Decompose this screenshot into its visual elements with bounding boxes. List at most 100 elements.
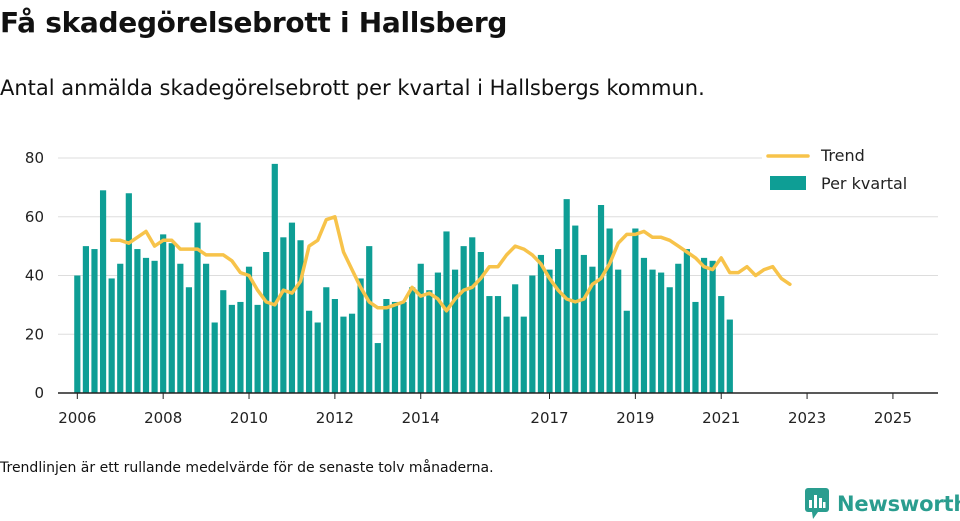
y-tick-label: 20: [25, 325, 44, 343]
bar: [675, 263, 682, 393]
bar: [306, 310, 313, 393]
bar: [537, 254, 545, 393]
bar: [434, 272, 441, 393]
bar: [606, 228, 613, 393]
bar: [486, 296, 493, 393]
bar: [658, 272, 665, 393]
x-tick-label: 2017: [530, 409, 568, 427]
bar-chart-speech-bubble-icon: [805, 488, 829, 519]
chart-area: 0 20 40 60 80 2006 2008 2010 2012 2014 2017 2019 202…: [25, 142, 938, 427]
bar: [589, 266, 596, 393]
x-tick-label: 2019: [616, 409, 654, 427]
bar: [666, 287, 673, 393]
x-tick-label: 2025: [874, 409, 912, 427]
chart-title: Få skadegörelsebrott i Hallsberg: [0, 6, 508, 39]
bar: [125, 193, 132, 393]
bar: [74, 275, 81, 393]
bar: [623, 310, 630, 393]
bar: [366, 246, 373, 393]
bar: [555, 249, 562, 393]
x-tick-label: 2008: [144, 409, 182, 427]
legend: Trend Per kvartal: [762, 142, 938, 198]
bar: [220, 290, 227, 393]
bar: [340, 316, 347, 393]
bar: [237, 301, 244, 393]
bar: [477, 252, 484, 393]
bar: [194, 222, 201, 393]
bar: [348, 313, 356, 393]
y-tick-label: 40: [25, 267, 44, 285]
legend-label-trend: Trend: [820, 146, 865, 165]
bar: [323, 287, 330, 393]
bar: [597, 205, 605, 393]
bar: [82, 246, 89, 393]
legend-label-per-kvartal: Per kvartal: [821, 174, 907, 193]
bar: [391, 301, 399, 393]
bar: [245, 266, 253, 393]
bar: [357, 278, 364, 393]
bar: [649, 269, 656, 393]
bar: [185, 287, 193, 393]
bar: [160, 234, 167, 393]
bar: [640, 257, 648, 393]
y-tick-label: 0: [34, 384, 44, 402]
bar: [177, 263, 184, 393]
bar: [151, 260, 158, 393]
y-tick-label: 80: [25, 149, 44, 167]
bar: [297, 240, 304, 393]
bar: [700, 257, 708, 393]
trend-line: [109, 215, 792, 313]
bar: [117, 263, 124, 393]
bar: [271, 163, 278, 393]
bar: [494, 296, 502, 393]
x-tick-label: 2023: [788, 409, 826, 427]
bars: [74, 163, 733, 393]
bar: [228, 304, 235, 393]
bar: [91, 249, 98, 393]
bar: [99, 190, 107, 393]
bar: [451, 269, 459, 393]
brand-name: Newsworthy: [837, 492, 960, 516]
bar: [718, 296, 725, 393]
bar: [726, 319, 733, 393]
bar: [211, 322, 218, 393]
brand-logo: Newsworthy: [804, 487, 960, 521]
bar: [280, 237, 287, 393]
bar: [529, 275, 536, 393]
legend-swatch-per-kvartal: [770, 176, 806, 190]
x-tick-label: 2014: [402, 409, 440, 427]
bar: [692, 301, 699, 393]
bar: [263, 252, 270, 393]
bar: [563, 199, 570, 393]
footnote: Trendlinjen är ett rullande medelvärde f…: [0, 460, 494, 476]
bar: [417, 263, 424, 393]
bar: [572, 225, 579, 393]
bar: [546, 269, 553, 393]
chart-subtitle: Antal anmälda skadegörelsebrott per kvar…: [0, 76, 705, 100]
axes: 0 20 40 60 80 2006 2008 2010 2012 2014 2017 2019 202…: [25, 149, 938, 427]
bar: [615, 269, 622, 393]
bar: [709, 260, 716, 393]
bar: [460, 246, 467, 393]
bar: [469, 237, 476, 393]
x-tick-label: 2021: [702, 409, 740, 427]
bar: [409, 287, 416, 393]
bar: [203, 263, 210, 393]
x-tick-label: 2006: [58, 409, 96, 427]
bar: [426, 290, 433, 393]
bar: [374, 343, 381, 393]
bar: [400, 301, 407, 393]
bar: [520, 316, 527, 393]
bar: [108, 278, 115, 393]
bar: [632, 228, 639, 393]
bar: [168, 243, 175, 393]
y-tick-label: 60: [25, 208, 44, 226]
trend-layer: [109, 215, 792, 313]
x-tick-label: 2010: [230, 409, 268, 427]
bar: [134, 249, 141, 393]
x-tick-label: 2012: [316, 409, 354, 427]
bar: [503, 316, 510, 393]
bar: [512, 284, 519, 393]
bar: [288, 222, 296, 393]
bar: [254, 304, 261, 393]
